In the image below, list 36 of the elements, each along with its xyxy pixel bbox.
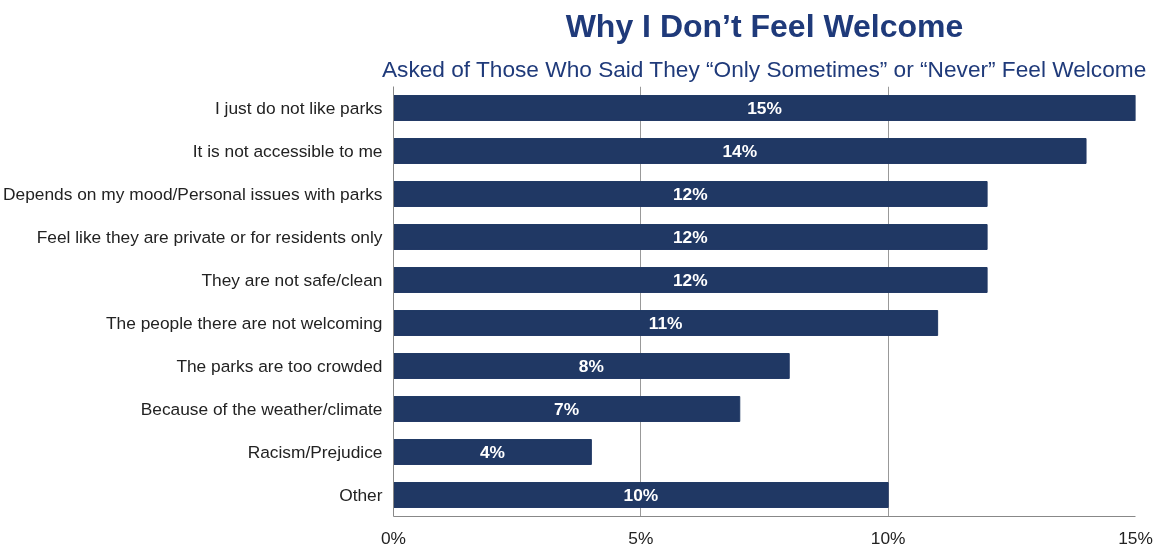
data-label: 11% [648, 313, 683, 333]
bar [393, 396, 741, 422]
y-tick-label: Racism/Prejudice [247, 442, 383, 462]
data-label: 14% [722, 141, 758, 161]
bar [393, 95, 1136, 121]
bar [393, 310, 939, 336]
y-tick-label: The people there are not welcoming [106, 313, 383, 333]
data-label: 8% [578, 356, 604, 376]
y-tick-label: They are not safe/clean [201, 270, 383, 290]
y-tick-label: I just do not like parks [214, 98, 383, 118]
data-label: 4% [479, 442, 505, 462]
y-tick-label: Other [339, 485, 383, 505]
chart-title: Why I Don’t Feel Welcome [565, 7, 964, 44]
y-tick-label: It is not accessible to me [192, 141, 383, 161]
data-label: 12% [672, 270, 708, 290]
x-tick-label: 10% [870, 527, 906, 548]
x-tick-label: 0% [380, 527, 407, 548]
data-label: 12% [672, 227, 708, 247]
bar [393, 224, 988, 250]
y-tick-label: Because of the weather/climate [140, 399, 383, 419]
bar [393, 181, 988, 207]
x-tick-label: 5% [628, 527, 654, 548]
y-tick-label: Depends on my mood/Personal issues with parks [3, 184, 383, 204]
y-tick-label: Feel like they are private or for residents only [36, 227, 383, 247]
x-tick-label: 15% [1118, 527, 1153, 548]
data-label: 10% [623, 485, 659, 505]
y-tick-label: The parks are too crowded [176, 356, 383, 376]
chart-subtitle: Asked of Those Who Said They “Only Sometimes” or “Never” Feel Welcome [381, 55, 1147, 82]
bar [393, 482, 889, 508]
bar [393, 138, 1087, 164]
bar [393, 353, 790, 379]
data-label: 12% [672, 184, 708, 204]
bar [393, 267, 988, 293]
bar [393, 439, 592, 465]
data-label: 7% [554, 399, 580, 419]
data-label: 15% [747, 98, 782, 118]
